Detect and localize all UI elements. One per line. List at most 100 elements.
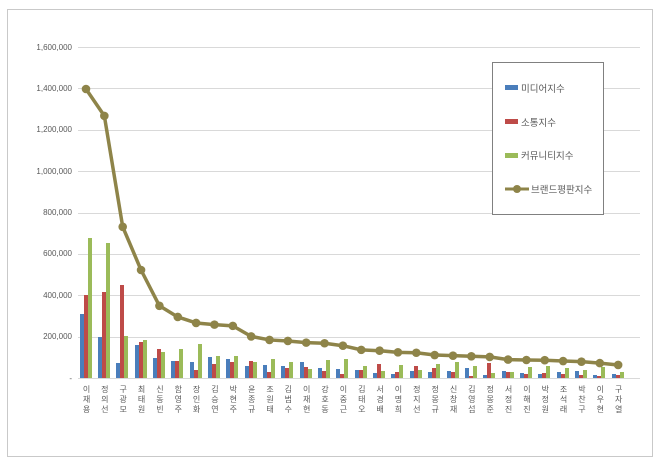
line-marker-icon <box>430 350 439 360</box>
line-marker-icon <box>118 222 127 232</box>
bar-community <box>124 335 129 378</box>
bar-media <box>244 366 249 378</box>
bar-community <box>436 363 441 378</box>
bar-community <box>601 366 606 378</box>
line-marker-icon <box>412 348 421 358</box>
bar-community <box>362 365 367 378</box>
legend-label-media: 미디어지수 <box>521 83 565 95</box>
x-axis-category-label: 김태오 <box>357 385 367 415</box>
gridline <box>78 47 640 48</box>
x-axis-category-label: 김승연 <box>210 385 220 415</box>
x-axis-category-label: 이재용 <box>82 385 91 415</box>
bar-community <box>582 369 587 378</box>
bar-community <box>142 339 147 378</box>
x-axis-category-label: 박찬구 <box>577 385 587 415</box>
bar-communication <box>523 374 528 378</box>
bar-media <box>409 371 414 378</box>
x-axis-category-label: 이명희 <box>393 385 403 415</box>
bar-media <box>556 371 561 378</box>
x-axis-category-label: 정의선 <box>100 385 110 415</box>
gridline <box>78 253 640 255</box>
bar-media <box>263 364 267 378</box>
bar-community <box>527 367 532 378</box>
y-axis-tick-label: 1,400,000 <box>36 83 72 93</box>
bar-community <box>454 362 459 378</box>
line-marker-icon <box>301 338 311 347</box>
bar-media <box>189 362 194 378</box>
bar-communication <box>211 363 216 378</box>
bar-communication <box>542 373 547 378</box>
bar-media <box>611 374 616 378</box>
bar-communication <box>597 376 602 378</box>
line-marker-icon <box>191 318 201 328</box>
x-axis-category-label: 신동빈 <box>155 385 165 415</box>
x-axis-category-label: 박현주 <box>228 385 238 415</box>
bar-media <box>501 370 506 378</box>
x-axis-category-label: 이재현 <box>302 385 312 415</box>
bar-community <box>546 366 551 378</box>
y-axis-tick-label: 1,000,000 <box>36 166 72 176</box>
y-axis-tick-label: 1,200,000 <box>36 125 72 135</box>
bar-media <box>519 373 524 378</box>
bar-communication <box>303 366 308 378</box>
gridline <box>78 378 640 379</box>
bar-media <box>538 374 543 378</box>
bar-community <box>344 359 349 378</box>
line-marker-icon <box>100 111 109 121</box>
line-marker-icon <box>356 345 366 355</box>
bar-communication <box>487 363 492 378</box>
gridline <box>78 295 640 297</box>
bar-media <box>281 366 286 378</box>
y-axis-tick-label: 200,000 <box>43 332 72 342</box>
x-axis-category-label: 서경배 <box>375 385 385 415</box>
line-marker-icon <box>155 301 164 311</box>
bar-communication <box>193 370 198 378</box>
line-marker-icon <box>467 351 476 361</box>
legend-label-brand: 브랜드평판지수 <box>531 185 593 197</box>
bar-media <box>354 369 359 378</box>
x-axis-category-label: 정몽규 <box>430 385 440 415</box>
bar-media <box>574 370 579 378</box>
bar-community <box>307 369 312 378</box>
x-axis-category-label: 구광모 <box>118 385 128 415</box>
bar-media <box>483 374 488 378</box>
bar-media <box>299 362 304 378</box>
bar-media <box>226 359 231 378</box>
line-marker-icon <box>613 360 623 370</box>
x-axis-category-label: 조석래 <box>559 385 569 415</box>
bar-communication <box>230 362 235 378</box>
bar-community <box>491 372 496 378</box>
bar-media <box>428 372 433 378</box>
x-axis-category-label: 구자열 <box>614 385 624 415</box>
line-marker-icon <box>338 341 348 351</box>
line-marker-icon <box>558 356 568 366</box>
bar-communication <box>267 371 271 378</box>
bar-media <box>593 374 598 378</box>
x-axis-category-label: 김범수 <box>283 385 293 415</box>
x-axis-category-label: 서정진 <box>504 385 514 415</box>
bar-communication <box>560 374 565 378</box>
bar-media <box>116 362 121 378</box>
bar-community <box>619 371 624 378</box>
bar-community <box>417 369 422 378</box>
bar-community <box>564 368 569 378</box>
bar-media <box>373 373 378 378</box>
bar-community <box>399 364 404 378</box>
line-marker-icon <box>283 336 293 346</box>
y-axis-tick-label: 1,600,000 <box>36 42 72 52</box>
bar-community <box>105 243 110 378</box>
line-marker-icon <box>136 265 146 275</box>
gridline <box>78 336 640 338</box>
communication-index-swatch-icon <box>505 119 518 125</box>
media-index-swatch-icon <box>505 85 518 91</box>
bar-communication <box>395 372 400 378</box>
brand-index-line-marker-icon <box>505 185 529 194</box>
bar-communication <box>450 372 455 378</box>
community-index-swatch-icon <box>505 152 518 158</box>
bar-communication <box>285 368 290 378</box>
x-axis-category-label: 이우현 <box>595 385 605 415</box>
bar-community <box>215 355 220 378</box>
legend-entry-community: 커뮤니티지수 <box>505 148 599 162</box>
bar-community <box>326 359 331 378</box>
x-axis-category-label: 정지선 <box>412 385 422 415</box>
